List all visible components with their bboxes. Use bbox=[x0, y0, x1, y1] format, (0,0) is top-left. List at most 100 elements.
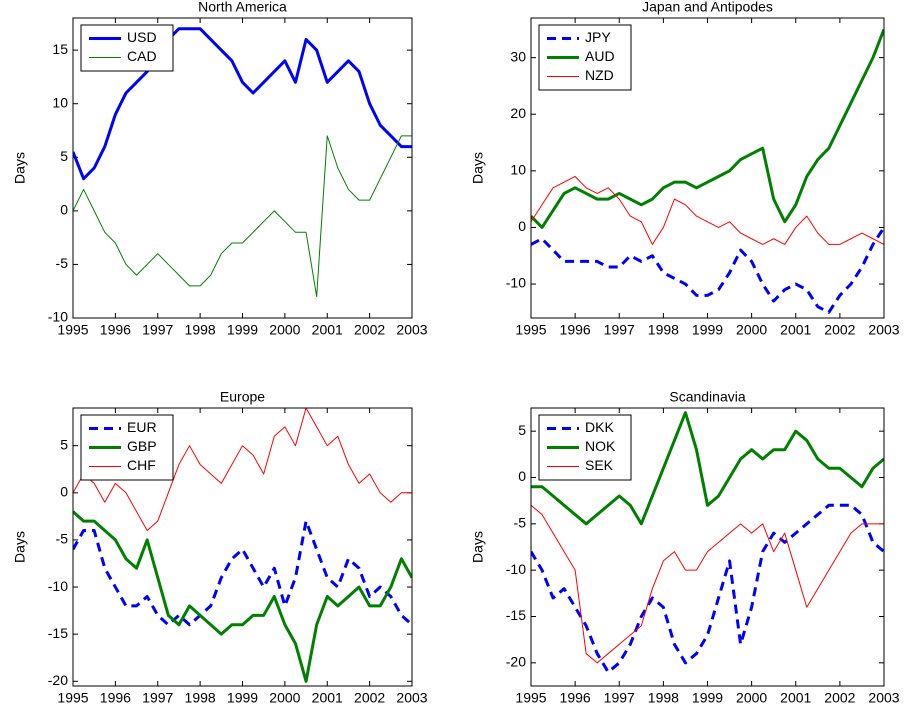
series-line bbox=[73, 27, 412, 181]
subplot: North America Days -10 -5 0 5 10 15 1995 1996 1997… bbox=[12, 0, 428, 338]
y-tick-label: -15 bbox=[506, 607, 526, 623]
y-tick-label: -15 bbox=[48, 625, 68, 641]
x-tick-label: 1997 bbox=[604, 322, 635, 338]
x-tick-label: 1999 bbox=[692, 690, 723, 706]
y-tick-label: -10 bbox=[506, 275, 526, 291]
legend: JPY AUD NZD bbox=[538, 24, 632, 91]
legend-label: DKK bbox=[585, 419, 614, 435]
y-tick-label: 10 bbox=[52, 94, 68, 110]
y-axis-label: Days bbox=[12, 531, 28, 563]
legend-label: AUD bbox=[585, 48, 615, 64]
x-tick-label: 1995 bbox=[57, 690, 88, 706]
y-axis-label: Days bbox=[12, 152, 28, 184]
legend-label: CHF bbox=[127, 457, 156, 473]
y-tick-label: -5 bbox=[56, 255, 69, 271]
x-tick-label: 2002 bbox=[354, 322, 385, 338]
chart-title: Japan and Antipodes bbox=[642, 0, 773, 15]
series-line bbox=[73, 408, 412, 532]
x-tick-label: 1998 bbox=[185, 322, 216, 338]
y-tick-label: 0 bbox=[60, 484, 68, 500]
y-tick-label: 20 bbox=[510, 105, 526, 121]
x-tick-label: 1996 bbox=[560, 690, 591, 706]
x-tick-label: 2002 bbox=[354, 690, 385, 706]
y-tick-label: 5 bbox=[60, 148, 68, 164]
y-tick-label: 5 bbox=[60, 436, 68, 452]
x-tick-label: 1998 bbox=[648, 322, 679, 338]
legend-label: NOK bbox=[585, 438, 616, 454]
series-line bbox=[531, 411, 884, 526]
x-tick-label: 1996 bbox=[560, 322, 591, 338]
x-tick-label: 2001 bbox=[312, 322, 343, 338]
x-tick-label: 1996 bbox=[100, 322, 131, 338]
y-tick-label: -10 bbox=[48, 309, 68, 325]
x-tick-label: 2000 bbox=[736, 690, 767, 706]
chart-title: Scandinavia bbox=[669, 389, 745, 405]
x-tick-label: 2000 bbox=[269, 322, 300, 338]
y-tick-label: -20 bbox=[506, 654, 526, 670]
legend-label: EUR bbox=[127, 419, 157, 435]
x-tick-label: 2003 bbox=[868, 690, 899, 706]
series-line bbox=[531, 226, 884, 314]
legend: USD CAD bbox=[80, 24, 174, 72]
subplot: Japan and Antipodes Days -10 0 10 20 30 1995 199… bbox=[470, 0, 900, 338]
legend-box bbox=[80, 24, 174, 72]
x-tick-label: 1995 bbox=[515, 690, 546, 706]
legend-label: CAD bbox=[127, 48, 157, 64]
x-tick-label: 2001 bbox=[780, 690, 811, 706]
y-axis-label: Days bbox=[470, 531, 486, 563]
y-tick-label: 0 bbox=[60, 202, 68, 218]
y-tick-label: 0 bbox=[518, 468, 526, 484]
series-line bbox=[73, 519, 412, 627]
x-tick-label: 1997 bbox=[604, 690, 635, 706]
x-tick-label: 1999 bbox=[227, 690, 258, 706]
y-axis-label: Days bbox=[470, 152, 486, 184]
legend-label: SEK bbox=[585, 457, 614, 473]
chart-title: Europe bbox=[220, 389, 265, 405]
x-tick-label: 2001 bbox=[780, 322, 811, 338]
x-tick-label: 2003 bbox=[396, 690, 427, 706]
series-line bbox=[531, 503, 884, 674]
plot-frame bbox=[72, 407, 413, 687]
subplot: Scandinavia Days -20 -15 -10 -5 0 5 1995 1996 1997… bbox=[470, 389, 900, 706]
plot-frame bbox=[530, 407, 885, 687]
chart-title: North America bbox=[198, 0, 287, 15]
x-tick-label: 1997 bbox=[142, 322, 173, 338]
x-tick-label: 2003 bbox=[868, 322, 899, 338]
y-tick-label: 15 bbox=[52, 41, 68, 57]
legend: DKK NOK SEK bbox=[538, 414, 632, 481]
x-tick-label: 1999 bbox=[692, 322, 723, 338]
series-line bbox=[73, 135, 412, 298]
x-tick-label: 1995 bbox=[57, 322, 88, 338]
x-tick-label: 1997 bbox=[142, 690, 173, 706]
y-tick-label: 5 bbox=[518, 422, 526, 438]
series-line bbox=[531, 28, 884, 229]
x-tick-label: 2000 bbox=[736, 322, 767, 338]
series-line bbox=[531, 175, 884, 245]
series-line bbox=[531, 504, 884, 664]
y-tick-label: -10 bbox=[506, 561, 526, 577]
subplot: Europe Days -20 -15 -10 -5 0 5 1995 1996 1997 1998 1… bbox=[12, 389, 428, 706]
plot-frame bbox=[72, 17, 413, 319]
x-tick-label: 1996 bbox=[100, 690, 131, 706]
legend-label: JPY bbox=[585, 29, 611, 45]
x-tick-label: 2002 bbox=[824, 322, 855, 338]
y-tick-label: -5 bbox=[514, 515, 527, 531]
y-tick-label: -5 bbox=[56, 531, 69, 547]
x-tick-label: 2001 bbox=[312, 690, 343, 706]
x-tick-label: 1998 bbox=[185, 690, 216, 706]
y-tick-label: -10 bbox=[48, 578, 68, 594]
x-tick-label: 2000 bbox=[269, 690, 300, 706]
x-tick-label: 2002 bbox=[824, 690, 855, 706]
y-tick-label: -20 bbox=[48, 672, 68, 688]
legend-label: USD bbox=[127, 29, 157, 45]
y-tick-label: 10 bbox=[510, 162, 526, 178]
legend: EUR GBP CHF bbox=[80, 414, 174, 481]
series-line bbox=[73, 510, 412, 683]
x-tick-label: 1998 bbox=[648, 690, 679, 706]
legend-label: NZD bbox=[585, 67, 614, 83]
x-tick-label: 1999 bbox=[227, 322, 258, 338]
plot-frame bbox=[530, 17, 885, 319]
y-tick-label: 0 bbox=[518, 218, 526, 234]
x-tick-label: 2003 bbox=[396, 322, 427, 338]
